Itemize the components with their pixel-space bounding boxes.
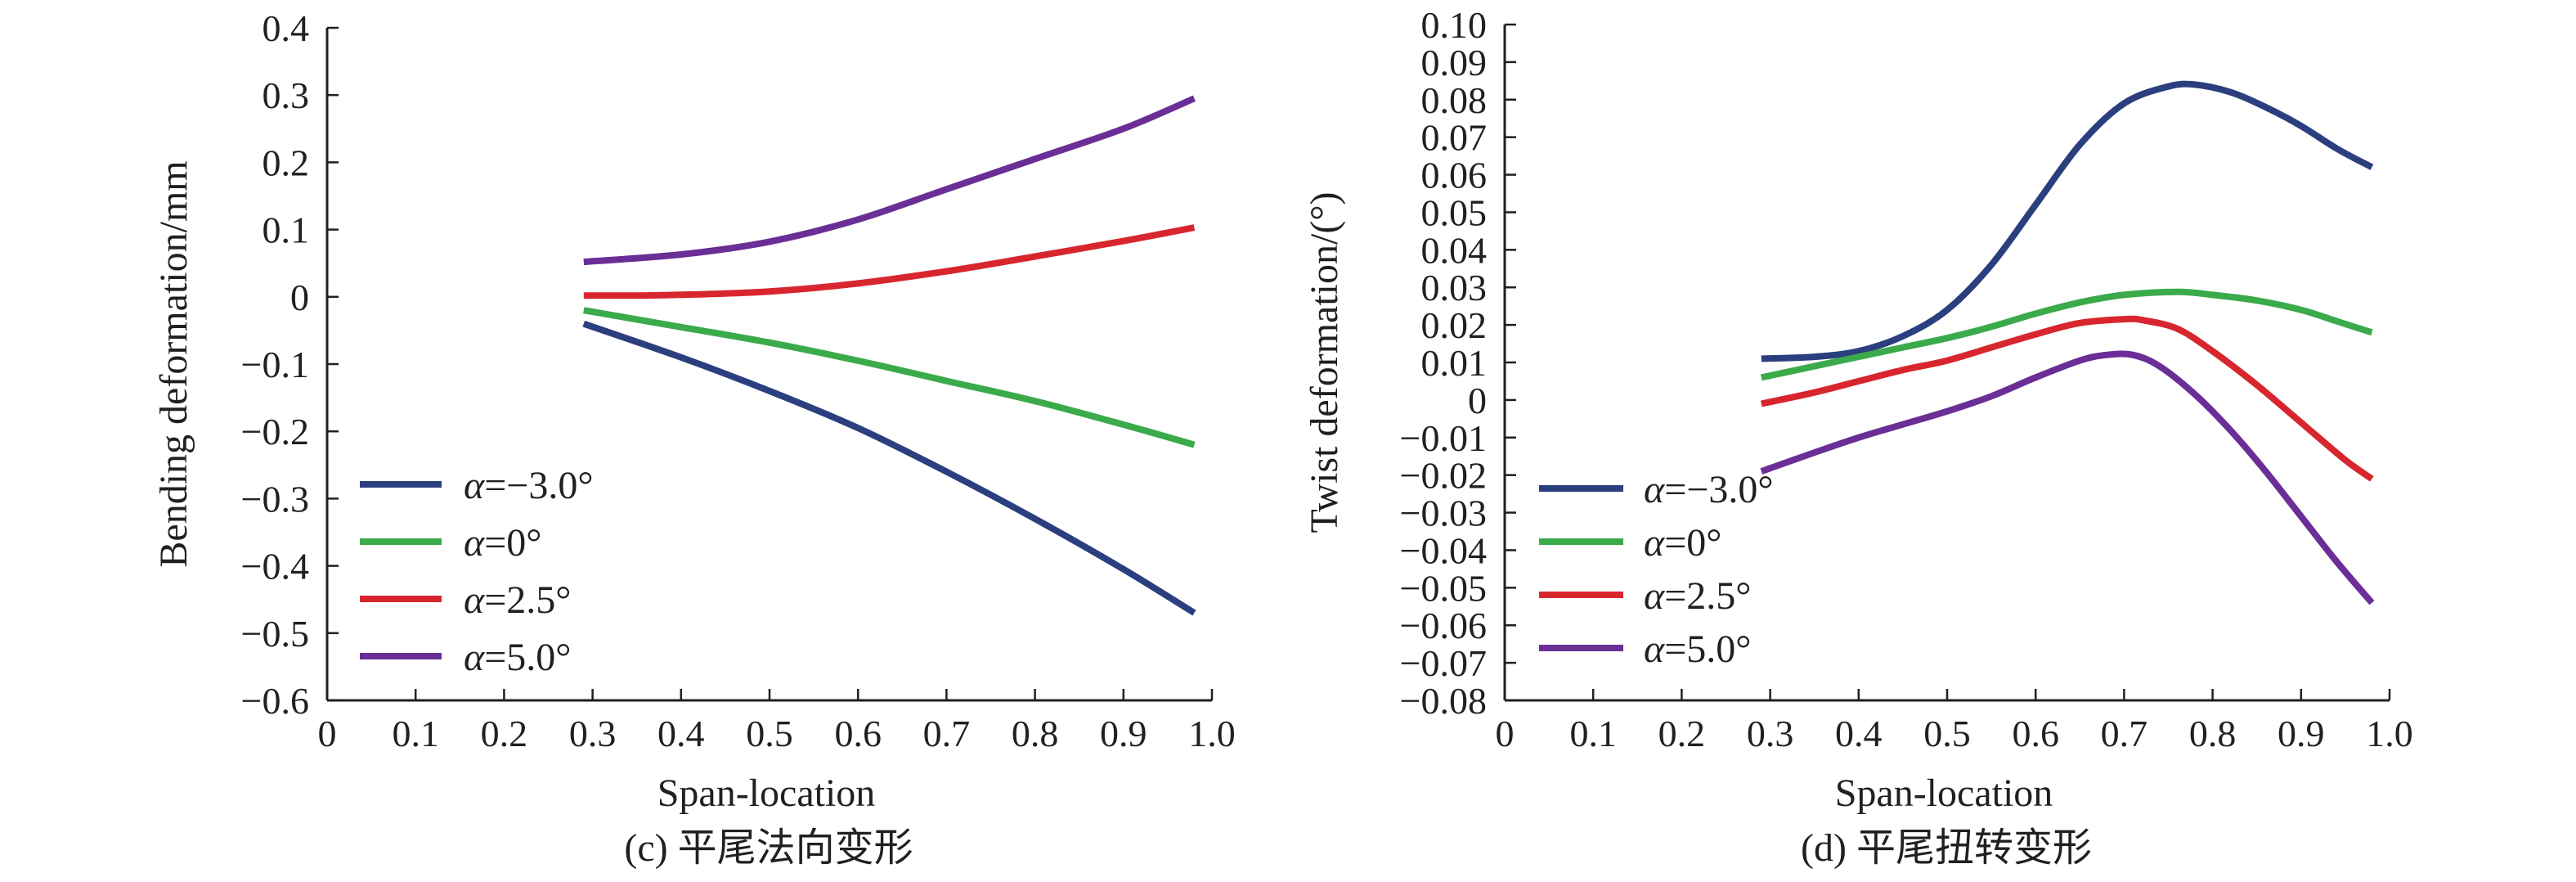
x-tick-label: 0.2 — [1658, 713, 1706, 754]
y-tick-label: 0.07 — [1421, 117, 1488, 159]
series-line-1 — [1761, 80, 2374, 362]
series-line-2 — [1760, 288, 2373, 381]
y-tick-label: 0 — [290, 277, 309, 318]
x-tick-label: 0.7 — [2101, 713, 2148, 754]
y-tick-label: −0.6 — [241, 680, 309, 722]
series-line-3 — [583, 224, 1196, 299]
y-tick-label: 0.10 — [1421, 4, 1488, 46]
series-line-4 — [583, 95, 1196, 266]
x-tick-label: 0.1 — [392, 713, 439, 754]
bending-deformation-chart: 0.40.30.20.10−0.1−0.2−0.3−0.4−0.5−0.60 0.… — [152, 7, 1236, 870]
y-axis-title: Bending deformation/mm — [152, 160, 195, 567]
y-tick-label: 0 — [1468, 380, 1487, 421]
y-tick-label: 0.01 — [1421, 342, 1488, 384]
y-tick-label: 0.08 — [1421, 79, 1488, 121]
y-tick-label: 0.05 — [1421, 191, 1488, 233]
series-line-4 — [1760, 350, 2375, 605]
x-tick-label: 0.8 — [2189, 713, 2237, 754]
y-tick-label: 0.2 — [263, 142, 310, 183]
y-tick-label: −0.03 — [1400, 493, 1487, 534]
x-tick-label: 0.6 — [834, 713, 882, 754]
y-tick-label: 0.03 — [1421, 267, 1488, 308]
y-tick-label: −0.01 — [1400, 417, 1487, 459]
x-tick-label: 0.6 — [2012, 713, 2059, 754]
y-tick-label: 0.02 — [1421, 304, 1488, 346]
series-line-1 — [582, 320, 1196, 616]
legend-label: α=5.0° — [1644, 628, 1751, 671]
y-tick-label: 0.06 — [1421, 155, 1488, 196]
x-tick-label: 1.0 — [1188, 713, 1236, 754]
legend-label: α=−3.0° — [1644, 468, 1774, 511]
legend: α=−3.0° α=0° α=2.5° α=5.0° — [360, 464, 594, 679]
y-tick-label: −0.02 — [1400, 455, 1487, 497]
legend-label: α=2.5° — [464, 578, 571, 622]
y-tick-label: −0.3 — [241, 478, 309, 520]
y-tick-label: −0.06 — [1400, 605, 1487, 646]
x-tick-label: 0.7 — [923, 713, 971, 754]
y-tick-label: −0.07 — [1400, 642, 1487, 684]
y-tick-label: −0.5 — [241, 613, 309, 655]
x-tick-label: 0.4 — [657, 713, 705, 754]
x-tick-label: 0.5 — [746, 713, 793, 754]
x-tick-label: 0.9 — [2278, 713, 2325, 754]
y-tick-label: 0.09 — [1421, 42, 1488, 83]
series-line-2 — [583, 307, 1196, 448]
x-tick-label: 0.1 — [1569, 713, 1617, 754]
figure-caption: (c) 平尾法向变形 — [624, 826, 913, 870]
y-tick-label: −0.04 — [1400, 529, 1487, 571]
y-tick-label: 0.04 — [1421, 229, 1488, 271]
legend-label: α=0° — [1644, 521, 1721, 565]
x-tick-label: 0.2 — [481, 713, 528, 754]
x-tick-label: 0.3 — [569, 713, 617, 754]
legend-label: α=2.5° — [1644, 574, 1751, 618]
y-tick-label: −0.08 — [1400, 680, 1487, 722]
y-tick-label: 0.1 — [263, 209, 310, 251]
x-tick-label: 0.9 — [1100, 713, 1147, 754]
legend-label: α=−3.0° — [464, 464, 594, 507]
x-tick-label: 0.8 — [1012, 713, 1059, 754]
figure-caption: (d) 平尾扭转变形 — [1801, 826, 2092, 870]
y-axis-title: Twist deformation/(°) — [1303, 191, 1346, 533]
series-line-3 — [1760, 315, 2374, 482]
x-tick-label: 0 — [318, 713, 337, 754]
legend-label: α=5.0° — [464, 636, 571, 679]
y-tick-label: −0.4 — [241, 546, 309, 587]
x-axis-title: Span-location — [657, 772, 876, 815]
y-tick-label: −0.05 — [1400, 567, 1487, 609]
y-tick-label: −0.2 — [241, 411, 309, 452]
legend-label: α=0° — [464, 521, 541, 565]
x-tick-label: 0 — [1496, 713, 1515, 754]
x-tick-label: 0.3 — [1747, 713, 1794, 754]
y-tick-label: 0.4 — [263, 7, 310, 49]
x-tick-label: 0.5 — [1923, 713, 1971, 754]
y-tick-label: −0.1 — [241, 344, 309, 385]
x-axis-title: Span-location — [1835, 772, 2053, 815]
x-tick-label: 0.4 — [1835, 713, 1883, 754]
x-tick-label: 1.0 — [2366, 713, 2413, 754]
legend: α=−3.0° α=0° α=2.5° α=5.0° — [1539, 468, 1774, 671]
twist-deformation-chart: 0.100.090.080.070.060.050.040.030.020.01… — [1303, 4, 2413, 870]
y-tick-label: 0.3 — [263, 74, 310, 116]
